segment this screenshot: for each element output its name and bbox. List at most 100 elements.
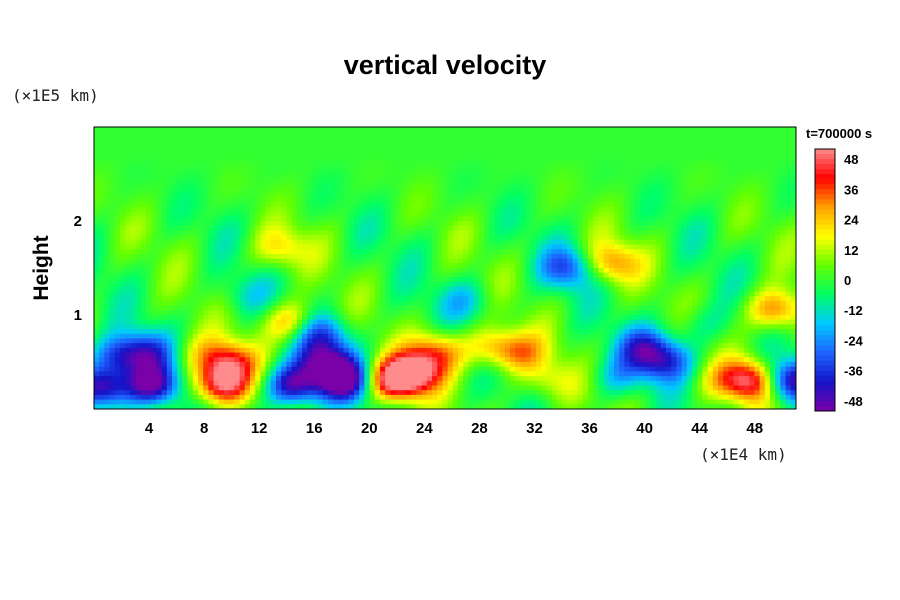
heatmap-cell — [114, 202, 121, 208]
heatmap-cell — [593, 282, 599, 288]
heatmap-cell — [385, 286, 391, 293]
heatmap-cell — [728, 155, 735, 161]
heatmap-cell — [146, 235, 152, 241]
heatmap-cell — [780, 159, 787, 166]
heatmap-cell — [172, 183, 178, 189]
heatmap-cell — [203, 249, 209, 255]
heatmap-cell — [281, 216, 287, 222]
heatmap-cell — [551, 145, 558, 152]
heatmap-cell — [234, 192, 241, 199]
heatmap-cell — [270, 291, 277, 297]
heatmap-cell — [218, 174, 225, 180]
heatmap-cell — [504, 282, 511, 288]
heatmap-cell — [499, 206, 506, 213]
heatmap-cell — [296, 286, 303, 293]
heatmap-cell — [504, 235, 511, 241]
heatmap-cell — [312, 268, 319, 274]
heatmap-cell — [447, 249, 454, 255]
heatmap-cell — [775, 235, 781, 241]
heatmap-cell — [619, 216, 625, 222]
heatmap-cell — [608, 192, 615, 199]
heatmap-cell — [541, 221, 547, 227]
heatmap-cell — [603, 286, 610, 293]
heatmap-cell — [161, 159, 168, 166]
heatmap-cell — [125, 253, 131, 260]
heatmap-cell — [322, 291, 329, 297]
heatmap-cell — [432, 159, 438, 166]
heatmap-cell — [187, 188, 194, 194]
heatmap-cell — [312, 225, 319, 231]
heatmap-cell — [619, 164, 625, 170]
heatmap-cell — [161, 253, 168, 260]
heatmap-cell — [473, 183, 480, 189]
heatmap-cell — [239, 127, 246, 133]
heatmap-cell — [614, 183, 620, 189]
heatmap-cell — [255, 211, 261, 217]
heatmap-cell — [645, 230, 651, 236]
heatmap-cell — [744, 202, 750, 208]
heatmap-cell — [702, 169, 709, 175]
heatmap-cell — [655, 159, 662, 166]
heatmap-cell — [484, 188, 490, 194]
heatmap-cell — [541, 230, 547, 236]
heatmap-cell — [265, 141, 272, 147]
heatmap-cell — [582, 141, 589, 147]
heatmap-cell — [473, 235, 480, 241]
heatmap-cell — [354, 169, 360, 175]
heatmap-cell — [333, 145, 339, 152]
heatmap-cell — [764, 244, 771, 250]
heatmap-cell — [738, 296, 745, 302]
heatmap-cell — [343, 211, 350, 217]
heatmap-cell — [432, 192, 438, 199]
heatmap-cell — [312, 197, 319, 203]
heatmap-cell — [697, 244, 703, 250]
heatmap-cell — [437, 174, 443, 180]
heatmap-cell — [224, 202, 230, 208]
heatmap-cell — [385, 216, 391, 222]
heatmap-cell — [634, 225, 641, 231]
heatmap-cell — [510, 282, 516, 288]
heatmap-cell — [489, 258, 495, 264]
heatmap-cell — [718, 272, 724, 278]
heatmap-cell — [712, 155, 719, 161]
heatmap-cell — [286, 183, 293, 189]
heatmap-cell — [572, 291, 579, 297]
heatmap-cell — [712, 131, 719, 137]
heatmap-cell — [151, 211, 157, 217]
heatmap-cell — [530, 221, 537, 227]
heatmap-cell — [239, 202, 246, 208]
heatmap-cell — [208, 225, 215, 231]
heatmap-cell — [738, 249, 745, 255]
heatmap-cell — [234, 291, 241, 297]
heatmap-cell — [369, 286, 376, 293]
heatmap-cell — [593, 249, 599, 255]
heatmap-cell — [359, 197, 365, 203]
heatmap-cell — [463, 174, 469, 180]
heatmap-cell — [374, 159, 381, 166]
heatmap-cell — [458, 253, 464, 260]
heatmap-cell — [484, 206, 490, 213]
heatmap-cell — [99, 164, 105, 170]
heatmap-cell — [270, 221, 277, 227]
heatmap-cell — [161, 239, 168, 246]
heatmap-cell — [229, 206, 235, 213]
heatmap-cell — [270, 263, 277, 269]
heatmap-cell — [239, 268, 246, 274]
heatmap-cell — [681, 183, 688, 189]
heatmap-cell — [785, 244, 792, 250]
heatmap-cell — [146, 150, 152, 156]
heatmap-cell — [104, 127, 111, 133]
heatmap-cell — [494, 272, 501, 278]
heatmap-cell — [328, 155, 334, 161]
heatmap-cell — [790, 282, 796, 288]
heatmap-cell — [551, 174, 558, 180]
heatmap-cell — [385, 183, 391, 189]
heatmap-cell — [530, 174, 537, 180]
heatmap-cell — [114, 216, 121, 222]
heatmap-cell — [140, 286, 147, 293]
heatmap-cell — [192, 286, 199, 293]
heatmap-cell — [281, 235, 287, 241]
heatmap-cell — [146, 169, 152, 175]
heatmap-cell — [312, 282, 319, 288]
heatmap-cell — [681, 188, 688, 194]
